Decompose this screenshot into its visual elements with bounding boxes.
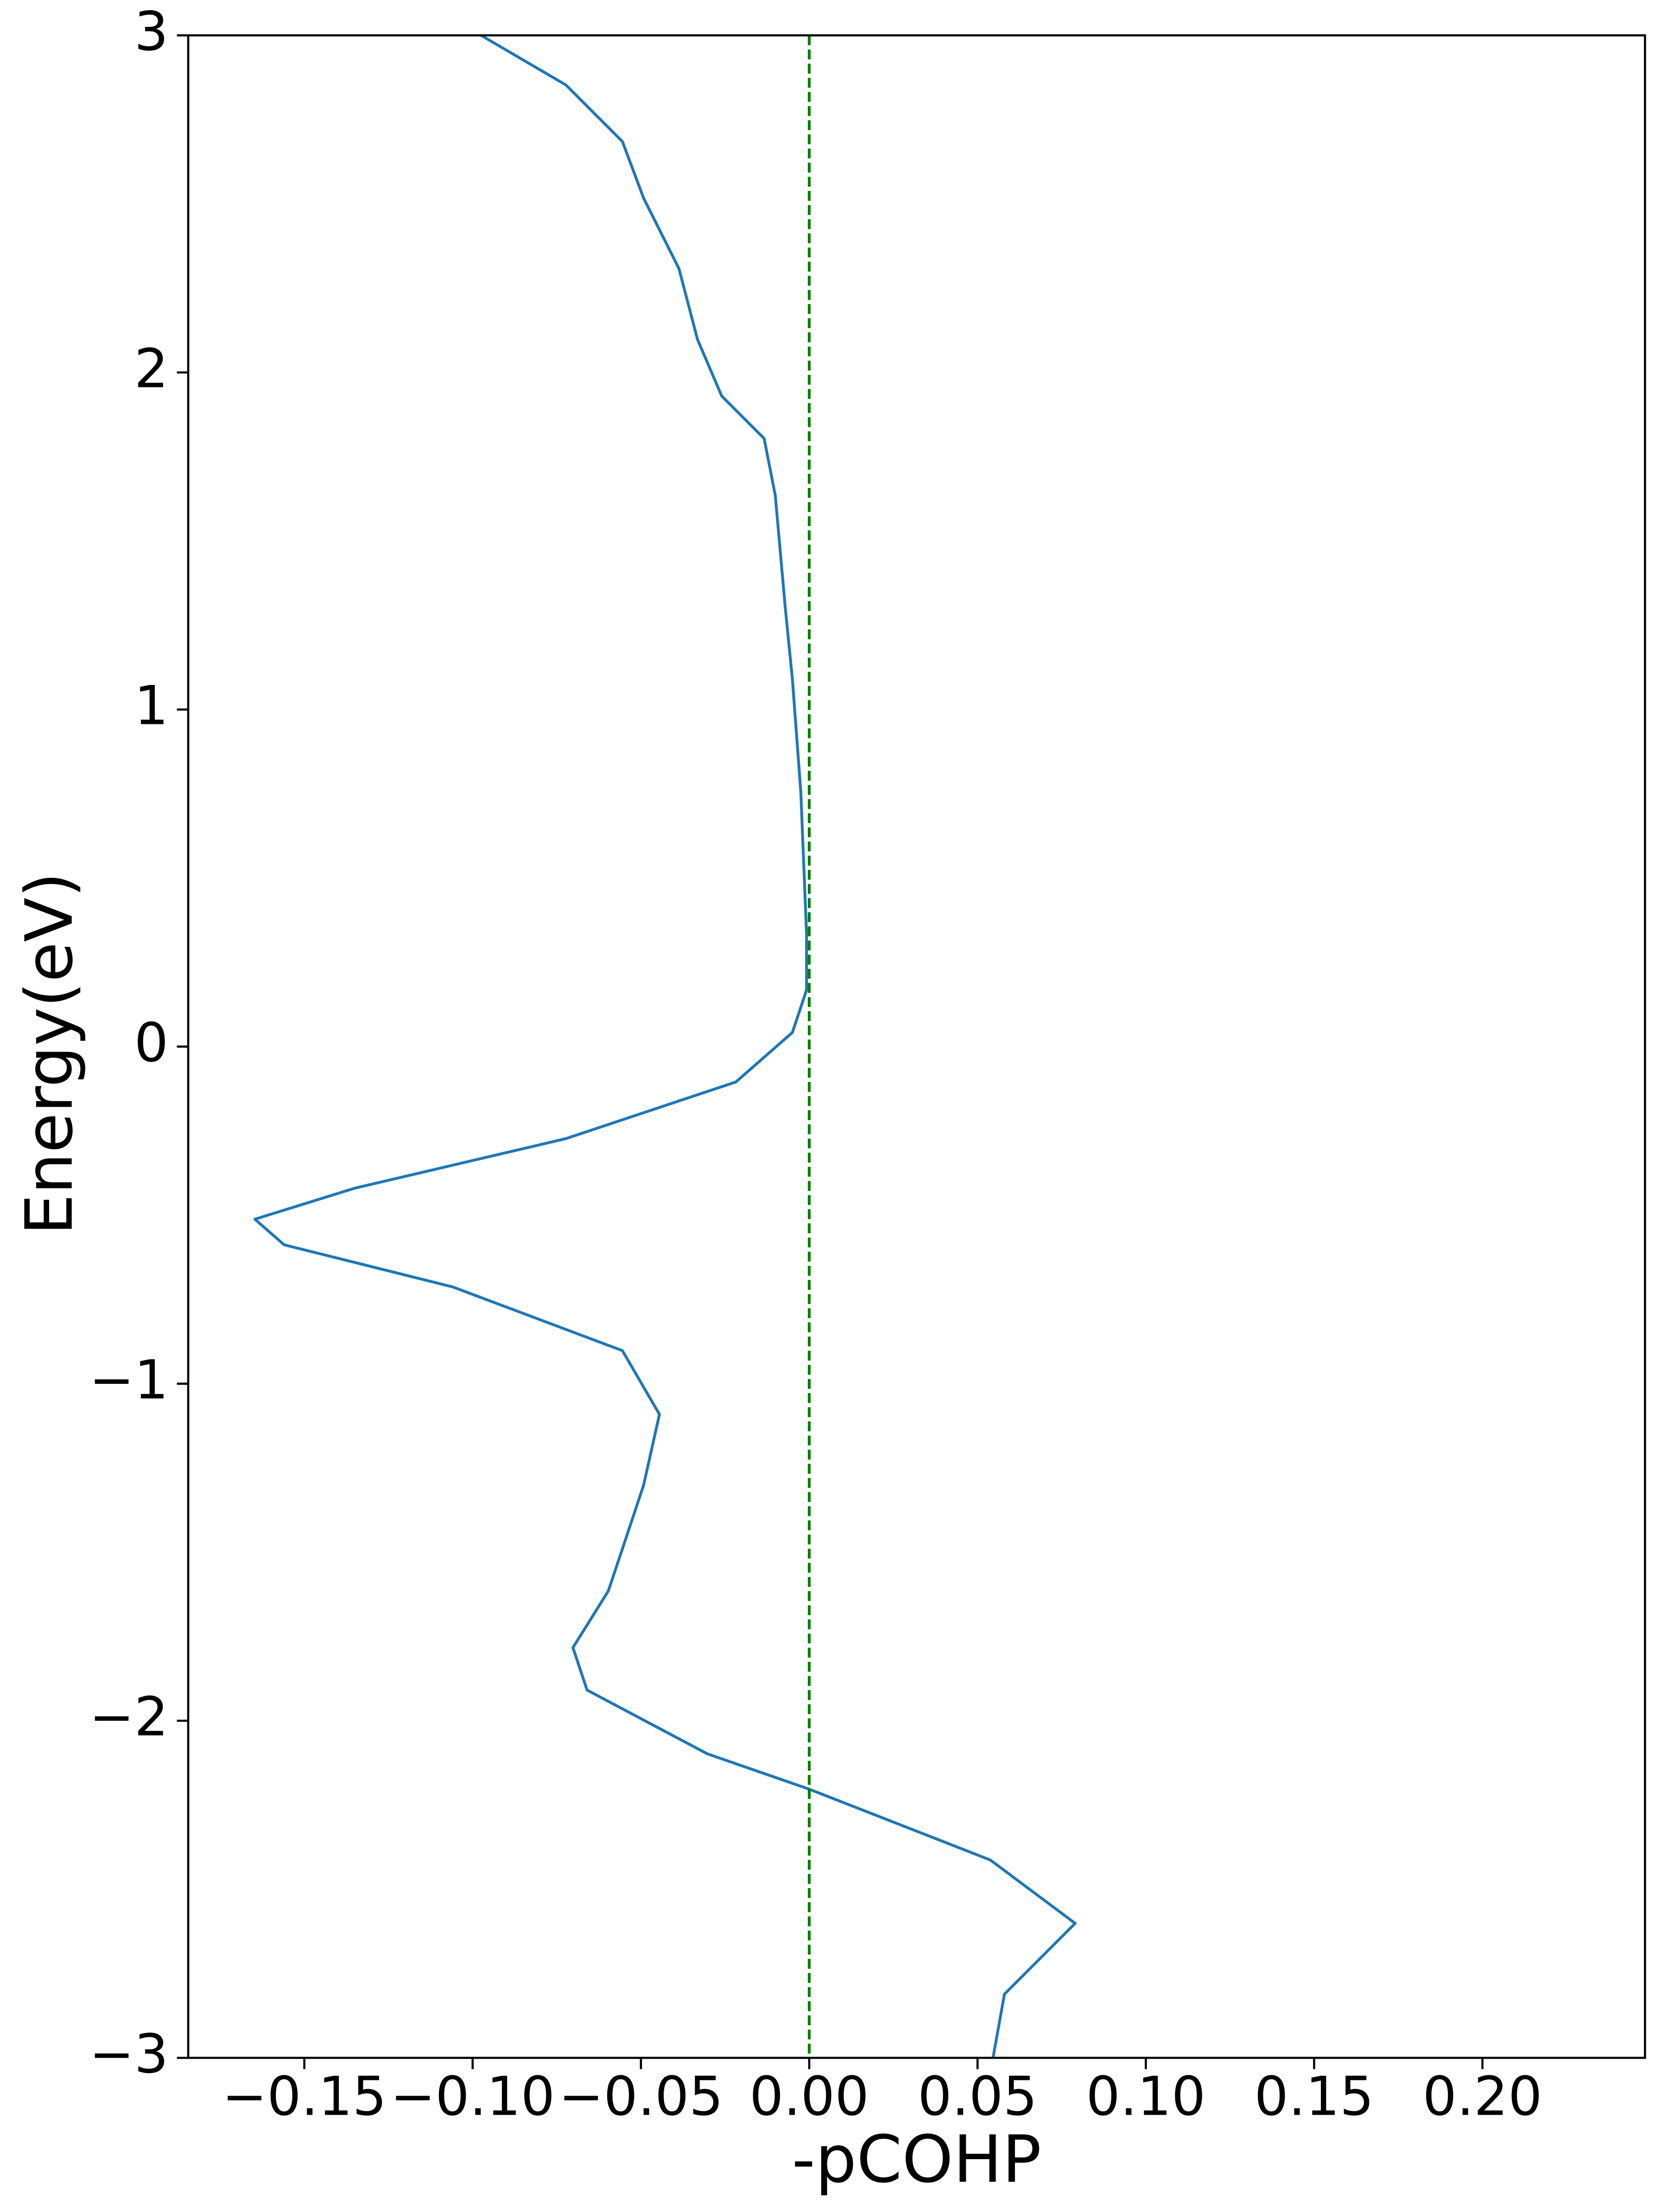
- x-tick-label: −0.15: [222, 2066, 387, 2128]
- y-tick-label: 0: [134, 1012, 169, 1074]
- data-line: [253, 34, 1077, 2058]
- y-tick-label: 2: [134, 337, 169, 400]
- x-tick-label: 0.10: [1086, 2066, 1205, 2128]
- y-axis-label: Energy(eV): [12, 872, 88, 1235]
- y-tick-label: 3: [134, 0, 169, 63]
- x-tick-label: −0.10: [390, 2066, 555, 2128]
- x-tick-label: 0.15: [1254, 2066, 1374, 2128]
- plot-frame: [187, 34, 1646, 2059]
- x-axis-label: -pCOHP: [792, 2122, 1041, 2198]
- x-tick-label: 0.05: [918, 2066, 1037, 2128]
- x-tick-label: 0.20: [1423, 2066, 1542, 2128]
- y-tick-label: 1: [134, 675, 169, 737]
- y-tick-label: −1: [89, 1349, 168, 1411]
- x-tick-label: −0.05: [558, 2066, 723, 2128]
- y-tick-label: −3: [89, 2023, 168, 2085]
- x-tick-label: 0.00: [749, 2066, 869, 2128]
- y-tick-label: −2: [89, 1686, 168, 1749]
